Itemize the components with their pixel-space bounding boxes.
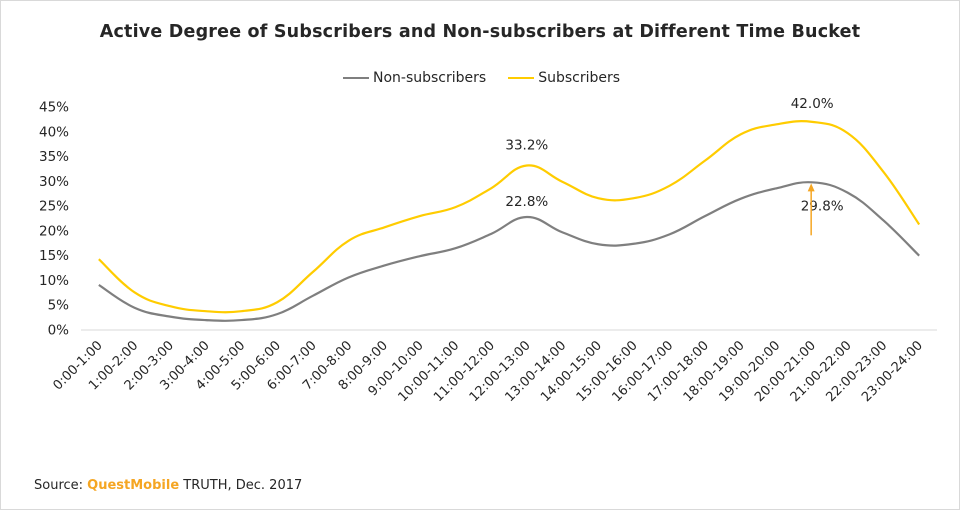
y-tick-label: 10% xyxy=(39,273,69,289)
source-prefix: Source: xyxy=(34,478,88,493)
legend-label-subscribers: Subscribers xyxy=(538,70,621,86)
y-tick-label: 0% xyxy=(48,323,70,339)
y-tick-label: 15% xyxy=(39,248,69,264)
y-tick-label: 20% xyxy=(39,223,69,239)
legend-swatch-subscribers xyxy=(508,77,535,79)
chart-title: Active Degree of Subscribers and Non-sub… xyxy=(99,22,861,42)
series-line-non-subscribers xyxy=(98,181,920,322)
y-tick-label: 45% xyxy=(39,100,69,116)
chart-legend: Non-subscribers Subscribers xyxy=(343,68,642,88)
series-line-subscribers xyxy=(98,120,921,314)
legend-item-subscribers: Subscribers xyxy=(508,70,620,86)
source-brand: QuestMobile xyxy=(87,478,180,493)
y-tick-label: 25% xyxy=(39,199,69,215)
data-label: 33.2% xyxy=(505,137,548,153)
y-tick-label: 5% xyxy=(48,298,70,314)
legend-label-non-subscribers: Non-subscribers xyxy=(373,70,487,86)
legend-item-non-subscribers: Non-subscribers xyxy=(343,70,486,86)
data-label: 29.8% xyxy=(801,198,844,214)
legend-swatch-non-subscribers xyxy=(343,77,369,79)
y-tick-label: 30% xyxy=(39,174,69,190)
data-label: 22.8% xyxy=(505,194,548,210)
source-note: Source: QuestMobile TRUTH, Dec. 2017 xyxy=(34,478,302,493)
data-label: 42.0% xyxy=(791,96,834,112)
y-tick-label: 40% xyxy=(39,124,69,140)
source-suffix: TRUTH, Dec. 2017 xyxy=(179,478,303,493)
annotation-arrow-head xyxy=(807,183,815,192)
y-tick-label: 35% xyxy=(39,149,69,165)
